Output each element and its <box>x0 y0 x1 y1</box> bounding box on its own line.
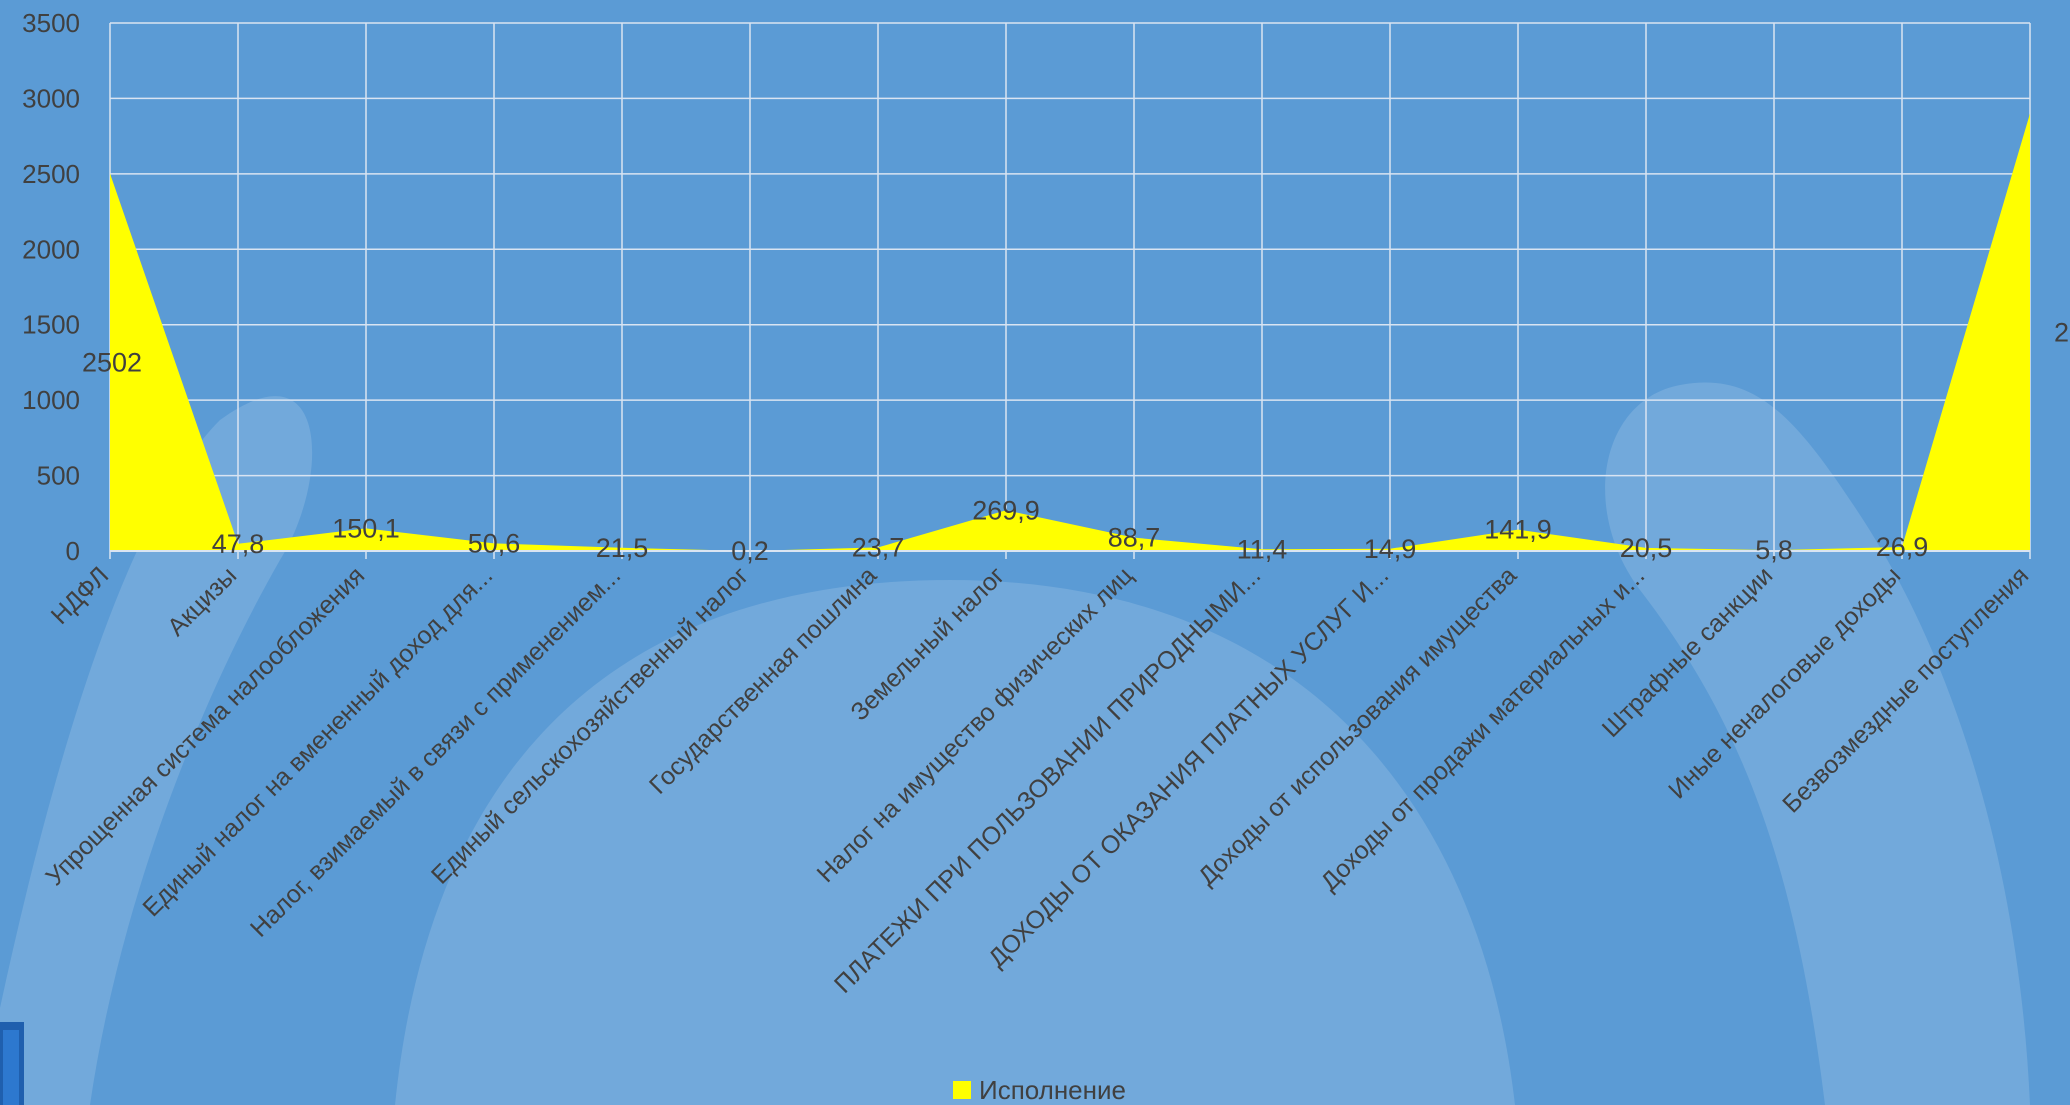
data-label: 47,8 <box>212 529 265 559</box>
data-label: 23,7 <box>852 532 905 562</box>
background-decoration <box>0 382 2030 1105</box>
data-label: 141,9 <box>1484 515 1552 545</box>
y-tick-label: 1000 <box>22 385 80 415</box>
data-label: 0,2 <box>731 536 769 566</box>
legend: Исполнение <box>953 1075 1126 1105</box>
data-labels: 2502 47,8 150,1 50,6 21,5 0,2 23,7 269,9 88,7 11,… <box>82 317 2070 566</box>
gridlines <box>109 22 2031 552</box>
y-tick-label: 2500 <box>22 159 80 189</box>
y-tick-label: 500 <box>37 461 80 491</box>
y-tick-label: 0 <box>66 536 80 566</box>
y-tick-label: 3000 <box>22 83 80 113</box>
data-label: 50,6 <box>468 528 521 558</box>
y-axis: 0 500 1000 1500 2000 2500 3000 3500 <box>22 8 80 566</box>
data-label: 21,5 <box>596 533 649 563</box>
y-tick-label: 3500 <box>22 8 80 38</box>
data-label: 26,9 <box>1876 532 1929 562</box>
data-label: 269,9 <box>972 495 1040 525</box>
y-tick-label: 2000 <box>22 234 80 264</box>
data-label: 2900 <box>2054 317 2070 347</box>
legend-swatch <box>953 1081 971 1099</box>
x-category-label: НДФЛ <box>46 561 115 630</box>
legend-label: Исполнение <box>979 1075 1126 1105</box>
data-label: 11,4 <box>1237 534 1288 564</box>
data-label: 2502 <box>82 347 142 377</box>
y-tick-label: 1500 <box>22 310 80 340</box>
data-label: 5,8 <box>1755 535 1793 565</box>
data-label: 20,5 <box>1620 533 1673 563</box>
data-label: 150,1 <box>332 513 400 543</box>
data-label: 88,7 <box>1108 523 1161 553</box>
data-label: 14,9 <box>1364 534 1417 564</box>
